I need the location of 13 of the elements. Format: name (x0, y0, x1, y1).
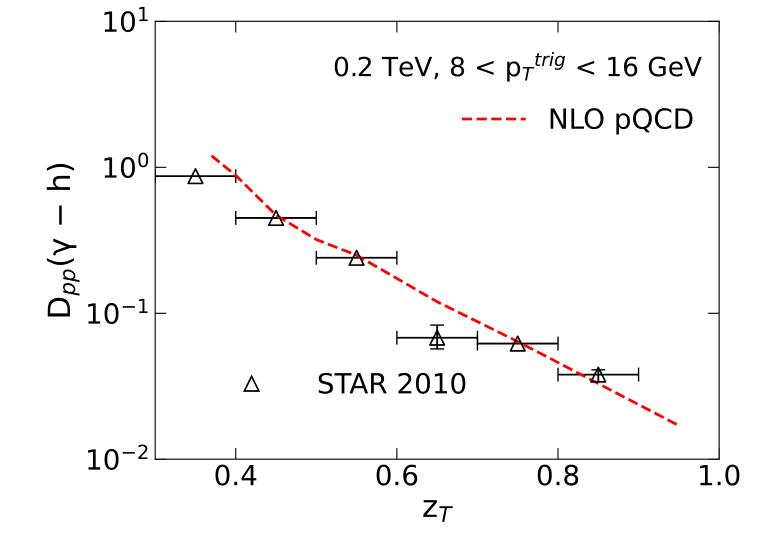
x-axis-title: z$_{T}$ (423, 500, 453, 522)
y-tick-label: 10$^{1}$ (104, 6, 148, 32)
y-tick-label: 10$^{0}$ (104, 152, 148, 178)
y-tick-label: 10$^{−2}$ (88, 444, 148, 470)
y-axis-title: D$_{pp}$(γ − h) (46, 164, 80, 316)
x-tick-label: 1.0 (700, 464, 740, 486)
legend-label: NLO pQCD (550, 108, 692, 135)
annotation: 0.2 TeV, 8 < p$_{T}$$^{trig}$ < 16 GeV (334, 52, 702, 82)
legend-label: STAR 2010 (318, 372, 466, 394)
x-tick-label: 0.6 (376, 464, 418, 486)
x-tick-label: 0.4 (215, 464, 256, 486)
x-tick-label: 0.8 (538, 464, 578, 486)
y-tick-label: 10$^{−1}$ (88, 298, 148, 324)
